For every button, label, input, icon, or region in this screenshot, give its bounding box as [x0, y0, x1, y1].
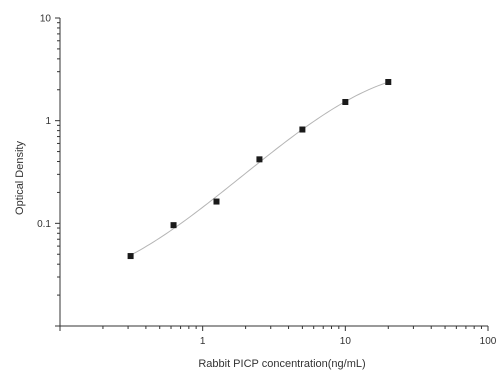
x-tick-label: 100	[480, 336, 496, 347]
data-point	[385, 79, 392, 86]
x-tick-label: 1	[200, 336, 206, 347]
data-point	[127, 253, 134, 260]
data-point	[170, 222, 177, 229]
data-point	[342, 98, 349, 105]
axes-group: 1 10 100 10 1 0.1	[37, 14, 496, 348]
data-point	[213, 198, 220, 205]
y-tick-label: 10	[40, 14, 52, 25]
y-axis-title: Optical Density	[14, 141, 26, 215]
y-tick-label: 1	[45, 116, 51, 127]
data-points-layer	[127, 79, 392, 260]
x-axis-title: Rabbit PICP concentration(ng/mL)	[198, 358, 365, 370]
y-tick-label: 0.1	[37, 219, 51, 230]
fit-curve-line	[130, 81, 389, 256]
fit-curve-layer	[130, 81, 389, 256]
x-tick-label: 10	[340, 336, 352, 347]
data-point	[299, 126, 306, 133]
data-point	[256, 156, 263, 163]
